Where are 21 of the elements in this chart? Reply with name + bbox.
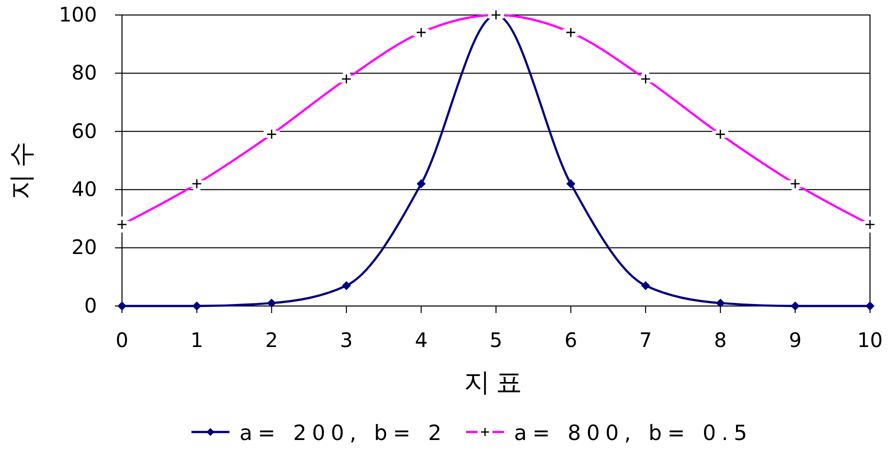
x-axis-title: 지표 xyxy=(464,368,528,398)
y-axis-title: 지수 xyxy=(7,136,37,200)
y-tick-label: 60 xyxy=(72,118,97,143)
x-tick-label: 6 xyxy=(564,328,578,352)
x-tick-label: 9 xyxy=(788,328,802,352)
y-tick-label: 80 xyxy=(72,60,97,85)
x-tick-label: 5 xyxy=(490,328,502,352)
y-tick-label: 0 xyxy=(84,293,97,318)
x-tick-label: 0 xyxy=(116,328,128,352)
y-tick-label: 20 xyxy=(72,235,97,260)
x-tick-label: 7 xyxy=(639,328,652,352)
legend-label: a= 200, b= 2 xyxy=(239,421,447,445)
x-tick-label: 10 xyxy=(857,328,883,352)
x-tick-label: 2 xyxy=(265,328,278,352)
y-tick-label: 100 xyxy=(58,2,97,26)
x-tick-label: 8 xyxy=(714,328,727,352)
y-tick-label: 40 xyxy=(72,177,97,201)
x-tick-label: 3 xyxy=(340,328,353,352)
legend-label: a= 800, b= 0.5 xyxy=(514,421,753,445)
x-tick-label: 4 xyxy=(414,328,428,352)
x-tick-label: 1 xyxy=(190,328,204,352)
